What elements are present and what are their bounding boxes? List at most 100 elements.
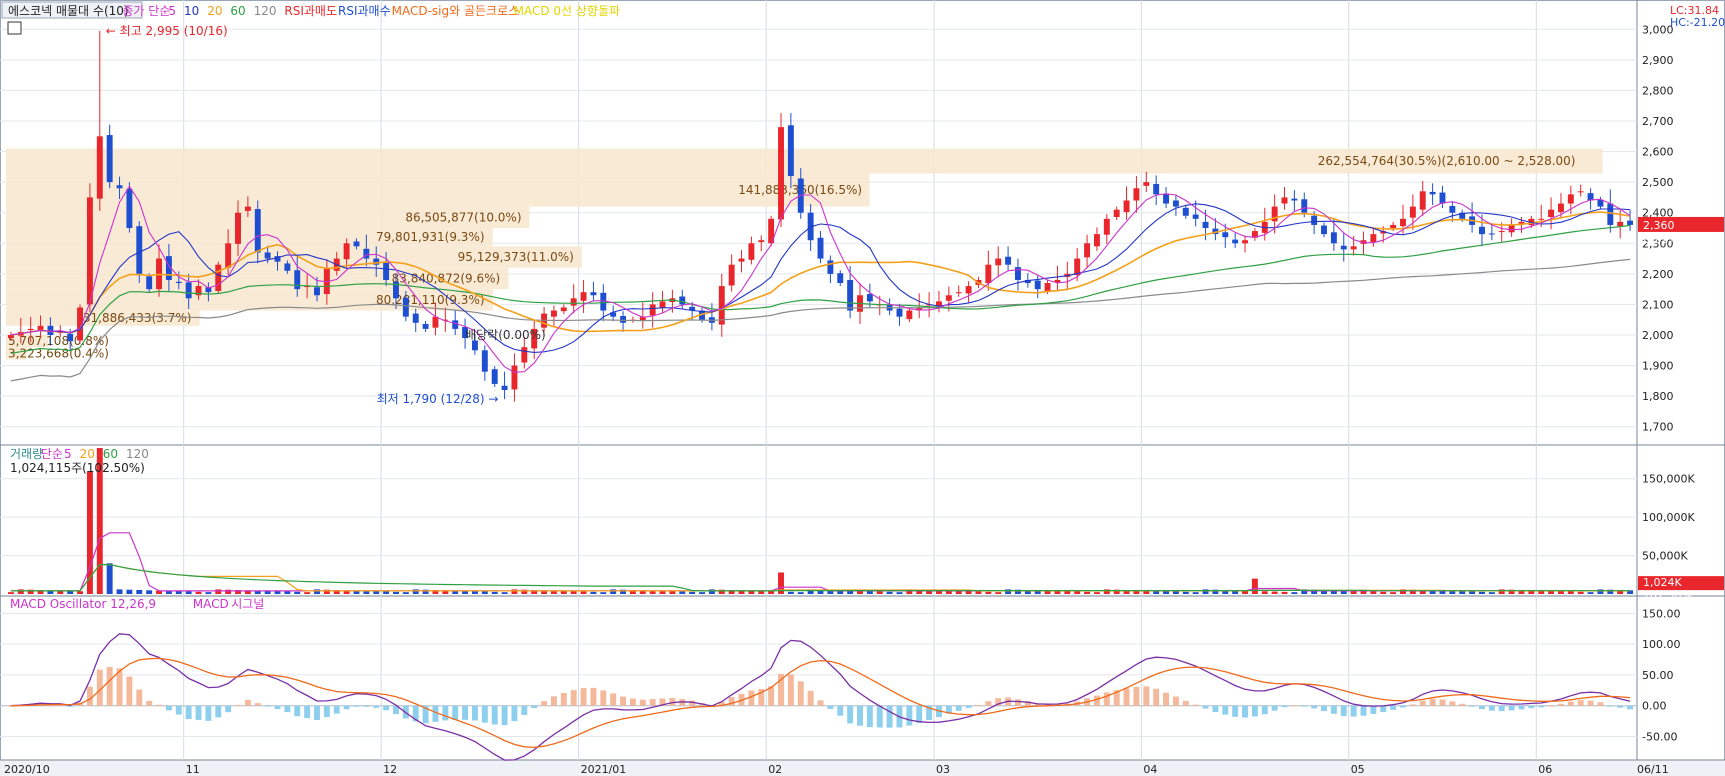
volume-bar — [195, 591, 202, 594]
candle-body — [600, 292, 607, 311]
volume-bar — [847, 590, 854, 594]
volume-bar — [639, 590, 646, 594]
macd-oscillator-bar — [1449, 701, 1456, 706]
macd-oscillator-bar — [1419, 700, 1426, 706]
macd-oscillator-bar — [1380, 705, 1387, 713]
volume-bar — [1222, 590, 1229, 594]
candle-body — [1172, 200, 1179, 207]
volume-bar — [787, 591, 794, 594]
macd-oscillator-bar — [1261, 705, 1268, 715]
volume-bar — [511, 589, 518, 594]
y-tick-label: 1,900 — [1642, 360, 1674, 373]
ma10-line — [10, 203, 1631, 353]
candle-body — [353, 241, 360, 247]
macd-oscillator-bar — [787, 674, 794, 706]
volume-bar — [264, 590, 271, 594]
legend-volume-item: 120 — [126, 447, 149, 461]
candle-body — [1153, 183, 1160, 195]
macd-oscillator-bar — [126, 676, 133, 706]
volume-bar — [916, 589, 923, 594]
volume-bar — [1133, 590, 1140, 594]
candle-body — [1479, 226, 1485, 235]
volume-bar — [86, 471, 93, 594]
candle-body — [511, 365, 518, 390]
macd-oscillator-bar — [205, 705, 212, 721]
macd-oscillator-bar — [580, 688, 587, 706]
volume-bar — [659, 590, 666, 594]
y-tick-label: 50.00 — [1642, 669, 1674, 682]
volume-bar — [17, 589, 24, 594]
candle-body — [383, 262, 390, 280]
macd-oscillator-bar — [531, 705, 538, 709]
volume-bar — [590, 591, 597, 594]
volume-bar — [1597, 589, 1604, 594]
volume-bar — [600, 592, 607, 594]
macd-oscillator-bar — [185, 705, 192, 719]
candle-body — [136, 226, 143, 274]
candle-body — [165, 256, 172, 280]
ma5-line — [10, 185, 1631, 373]
y-tick-label: 2,700 — [1642, 115, 1674, 128]
candle-body — [47, 325, 54, 335]
macd-oscillator-bar — [1301, 705, 1308, 707]
candle-body — [1607, 203, 1614, 225]
volume-bar — [955, 590, 962, 594]
volume-profile-band — [6, 173, 870, 207]
macd-oscillator-bar — [333, 705, 340, 714]
legend-volume-item: 단순 — [41, 447, 63, 461]
macd-oscillator-bar — [570, 690, 577, 706]
candle-body — [748, 243, 755, 260]
volume-profile-band — [6, 347, 27, 360]
macd-oscillator-bar — [343, 705, 350, 710]
candle-body — [462, 327, 469, 339]
volume-bar — [126, 589, 133, 594]
macd-oscillator-bar — [1133, 686, 1140, 706]
candle-body — [1133, 188, 1140, 201]
candle-body — [1232, 239, 1239, 244]
y-tick-label: 50,000K — [1642, 550, 1688, 563]
candle-body — [1528, 218, 1535, 225]
dividend-label: 배당락(0.00%) — [465, 328, 546, 342]
candle-body — [471, 340, 478, 351]
volume-bar — [629, 590, 636, 594]
candle-body — [955, 292, 962, 294]
grid-table-icon[interactable] — [7, 21, 22, 35]
candle-body — [284, 263, 291, 271]
y-tick-label: 3,000 — [1642, 23, 1674, 36]
corner-hc: HC:-21.20 — [1670, 16, 1725, 29]
candle-body — [1370, 234, 1377, 243]
volume-profile-band — [6, 310, 200, 326]
volume-bar — [708, 589, 715, 594]
macd-oscillator-bar — [511, 705, 518, 722]
candle-body — [531, 328, 538, 349]
macd-oscillator-bar — [995, 698, 1002, 706]
x-tick-label: 11 — [186, 763, 200, 776]
volume-bar — [521, 589, 528, 594]
candle-body — [560, 307, 567, 312]
volume-bar — [570, 591, 577, 594]
volume-bar — [541, 590, 548, 594]
volume-bar — [857, 590, 863, 594]
volume-bar — [975, 591, 982, 594]
macd-oscillator-bar — [1271, 705, 1278, 711]
volume-bar — [1093, 592, 1100, 594]
macd-oscillator-bar — [254, 703, 261, 706]
macd-oscillator-bar — [659, 698, 666, 706]
y-tick-label: 100,000K — [1642, 511, 1695, 524]
macd-oscillator-bar — [1153, 688, 1160, 706]
legend-main-item: 5 — [168, 4, 176, 18]
volume-bar — [106, 563, 113, 594]
macd-oscillator-bar — [1212, 705, 1219, 713]
legend-main-item: 20 — [207, 4, 222, 18]
volume-bar — [1400, 589, 1406, 594]
macd-oscillator-bar — [373, 705, 380, 708]
volume-bar — [254, 590, 261, 594]
macd-oscillator-bar — [876, 705, 883, 728]
candle-body — [1271, 206, 1278, 222]
y-tick-label: 2,100 — [1642, 298, 1674, 311]
candle-body — [235, 212, 241, 244]
volume-bar — [1350, 590, 1357, 594]
volume-profile-band — [6, 228, 493, 247]
volume-bar — [422, 589, 429, 594]
macd-oscillator-bar — [827, 705, 834, 709]
